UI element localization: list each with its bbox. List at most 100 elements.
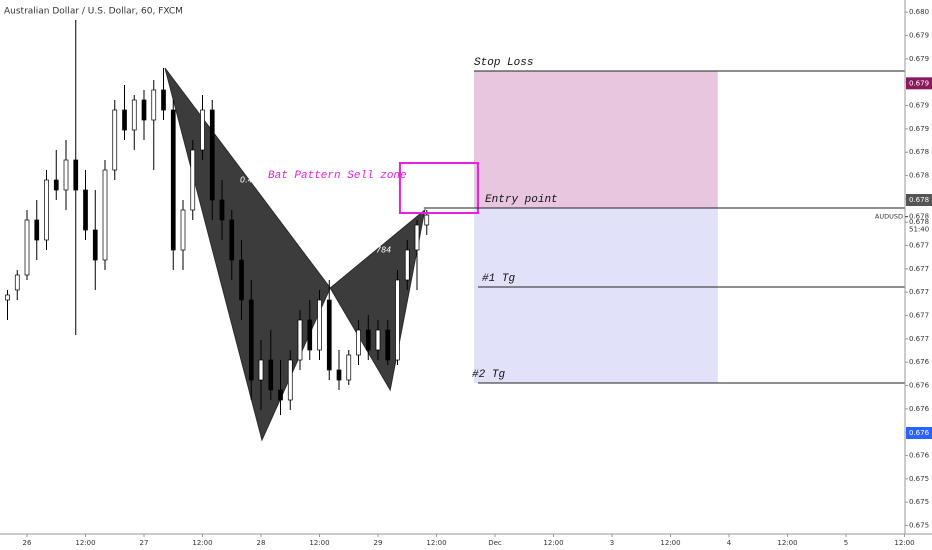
candle-body [258, 359, 264, 381]
candle-body [395, 279, 400, 361]
last-price-symbol: AUDUSD [875, 213, 903, 221]
y-tick-label: 0.675 [909, 522, 929, 530]
countdown: 51:40 [909, 226, 929, 234]
candle-body [268, 359, 274, 391]
pattern-ratio: 0.4 [240, 176, 253, 185]
candle-body [297, 319, 303, 361]
candle-body [326, 299, 332, 371]
candle-body [307, 319, 313, 351]
time-axis [0, 534, 932, 550]
candle-body [190, 149, 196, 211]
candle-body [317, 299, 322, 351]
candle-body [151, 89, 157, 121]
y-tick-label: 0.679 [909, 32, 929, 40]
candle-body [24, 219, 30, 276]
candle-body [161, 89, 166, 111]
candle-body [73, 159, 79, 191]
price-tag-label: 0.679 [909, 79, 929, 87]
y-tick-label: 0.679 [909, 125, 929, 133]
y-tick-label: 0.675 [909, 498, 929, 506]
candle-body [83, 189, 88, 231]
sell-zone-label: Bat Pattern Sell zone [268, 170, 407, 182]
level-label: Entry point [485, 194, 558, 206]
price-tag [906, 427, 932, 439]
candle-body [365, 329, 371, 351]
candle-body [385, 329, 391, 361]
x-tick-label: 12:00 [192, 539, 212, 547]
x-tick-label: 12:00 [75, 539, 95, 547]
sell-zone-box [398, 162, 479, 214]
x-tick-label: 12:00 [777, 539, 797, 547]
level-label: #1 Tg [482, 273, 515, 285]
y-tick-label: 0.676 [909, 405, 930, 413]
x-tick-label: 26 [23, 539, 32, 547]
price-tag [906, 77, 932, 90]
x-tick-label: 12:00 [894, 539, 914, 547]
candle-body [92, 229, 98, 261]
candle-body [336, 369, 342, 381]
candle-body [14, 274, 20, 291]
candle-body [404, 249, 410, 281]
x-tick-label: 12:00 [543, 539, 563, 547]
price-axis [905, 0, 932, 550]
candle-body [424, 214, 430, 226]
candle-body [248, 299, 254, 381]
x-tick-label: 28 [257, 539, 266, 547]
candle-body [200, 109, 205, 151]
y-tick-label: 0.678 [909, 148, 929, 156]
x-tick-label: 27 [140, 539, 149, 547]
y-tick-label: 0.675 [909, 475, 929, 483]
candle-body [356, 329, 361, 356]
y-tick-label: 0.677 [909, 312, 929, 320]
candle-body [209, 109, 215, 201]
candle-body [287, 359, 293, 401]
y-tick-label: 0.676 [909, 382, 930, 390]
candle-body [239, 259, 244, 301]
price-tag-label: 0.676 [909, 429, 930, 437]
candle-body [219, 199, 225, 221]
candle-body [346, 354, 352, 381]
y-tick-label: 0.678 [909, 218, 929, 226]
target-zone [474, 71, 718, 208]
x-tick-label: 5 [844, 539, 848, 547]
last-price-label: 0.678 [909, 213, 929, 221]
x-tick-label: 29 [374, 539, 383, 547]
price-tag-label: 0.678 [909, 196, 929, 204]
candle-body [131, 99, 137, 131]
pattern-ratio: 784 [376, 246, 391, 255]
candle-body [44, 179, 49, 241]
candle-body [278, 389, 283, 401]
candle-body [53, 179, 59, 191]
candle-body [375, 329, 381, 351]
level-label: Stop Loss [474, 57, 533, 69]
bat-pattern-leg [164, 67, 331, 442]
y-tick-label: 0.679 [909, 102, 929, 110]
candle-body [141, 99, 147, 121]
y-tick-label: 0.677 [909, 335, 929, 343]
y-tick-label: 0.676 [909, 358, 930, 366]
candle-body [122, 109, 127, 131]
candle-body [34, 219, 40, 241]
candle-body [112, 109, 118, 171]
candle-body [180, 209, 186, 251]
candle-body [5, 294, 10, 301]
y-tick-label: 0.677 [909, 242, 929, 250]
y-tick-label: 0.677 [909, 265, 929, 273]
x-tick-label: 3 [610, 539, 614, 547]
x-tick-label: 4 [727, 539, 732, 547]
plot-area: 0.4 784 Bat Pattern Sell zone Stop Loss Entr… [5, 20, 932, 442]
x-tick-label: 12:00 [426, 539, 446, 547]
x-tick-label: 12:00 [660, 539, 680, 547]
y-tick-label: 0.677 [909, 288, 929, 296]
candle-body [414, 224, 420, 251]
y-tick-label: 0.678 [909, 172, 929, 180]
candle-body [63, 159, 69, 191]
y-tick-label: 0.679 [909, 55, 929, 63]
chart-title: Australian Dollar / U.S. Dollar, 60, FXC… [4, 7, 183, 17]
y-tick-label: 0.676 [909, 452, 930, 460]
target-zone [474, 208, 718, 383]
x-tick-label: Dec [488, 539, 502, 547]
y-tick-label: 0.680 [909, 8, 929, 16]
